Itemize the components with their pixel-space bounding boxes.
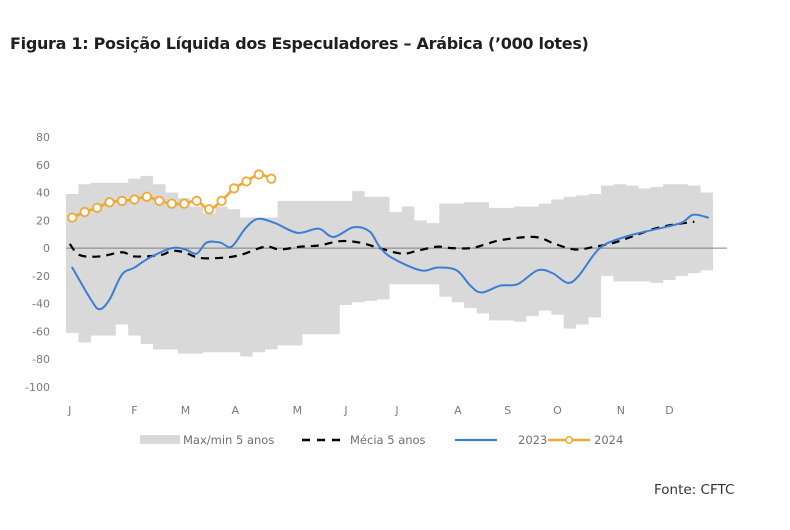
legend-label: 2024: [594, 433, 623, 447]
data-point-2024: [241, 176, 252, 187]
y-tick-label: -100: [25, 381, 50, 394]
y-tick-label: -40: [32, 298, 50, 311]
legend-marker-2024: [565, 436, 573, 444]
legend-item: Max/min 5 anos: [140, 433, 274, 447]
x-tick-label: F: [131, 404, 137, 417]
y-tick-label: 60: [36, 159, 50, 172]
data-point-2024: [166, 198, 177, 209]
y-tick-label: 40: [36, 187, 50, 200]
band-layer: [66, 175, 713, 357]
y-tick-label: -80: [32, 353, 50, 366]
source-note: Fonte: CFTC: [654, 482, 735, 498]
series-line-2023: [71, 213, 710, 311]
data-point-2024: [253, 169, 264, 180]
y-axis-ticks: 80 60 40 20 0 -20 -40 -60 -80 -100: [25, 131, 50, 394]
legend-item: 2024: [548, 433, 623, 447]
legend-item: Mécia 5 anos: [302, 433, 426, 447]
data-point-2024: [191, 195, 202, 206]
y-tick-label: -60: [32, 325, 50, 338]
x-tick-label: A: [454, 404, 462, 417]
legend: Max/min 5 anos Mécia 5 anos 2023 2024: [140, 433, 623, 447]
y-tick-label: -20: [32, 270, 50, 283]
data-point-2024: [228, 183, 240, 194]
x-tick-label: J: [67, 404, 71, 417]
legend-swatch-band: [140, 435, 180, 444]
data-point-2024: [67, 212, 78, 223]
x-tick-label: D: [665, 404, 673, 417]
data-point-2024: [216, 195, 227, 206]
y-tick-label: 80: [36, 131, 50, 144]
data-point-2024: [266, 173, 277, 184]
legend-label: Max/min 5 anos: [183, 433, 274, 447]
data-point-2024: [141, 191, 152, 202]
x-tick-label: M: [293, 404, 303, 417]
data-point-2024: [92, 202, 103, 213]
band-max-min-5-anos: [66, 175, 713, 357]
legend-label: Mécia 5 anos: [350, 433, 426, 447]
data-point-2024: [116, 195, 128, 206]
x-tick-label: J: [343, 404, 347, 417]
data-point-2024: [154, 195, 165, 206]
y-tick-label: 20: [36, 214, 50, 227]
data-point-2024: [179, 198, 190, 209]
legend-label: 2023: [518, 433, 547, 447]
x-tick-label: S: [504, 404, 511, 417]
x-tick-label: O: [553, 404, 562, 417]
series-layer: [67, 169, 710, 311]
data-point-2024: [129, 194, 140, 205]
data-point-2024: [104, 197, 115, 208]
x-tick-label: A: [231, 404, 239, 417]
data-point-2024: [203, 204, 215, 215]
chart-title: Figura 1: Posição Líquida dos Especulado…: [10, 34, 589, 53]
y-tick-label: 0: [43, 242, 50, 255]
data-point-2024: [79, 206, 90, 218]
x-tick-label: M: [181, 404, 191, 417]
series-line-media-5-anos: [68, 220, 695, 260]
legend-item: 2023: [455, 433, 547, 447]
x-tick-label: J: [394, 404, 398, 417]
x-tick-label: N: [617, 404, 625, 417]
